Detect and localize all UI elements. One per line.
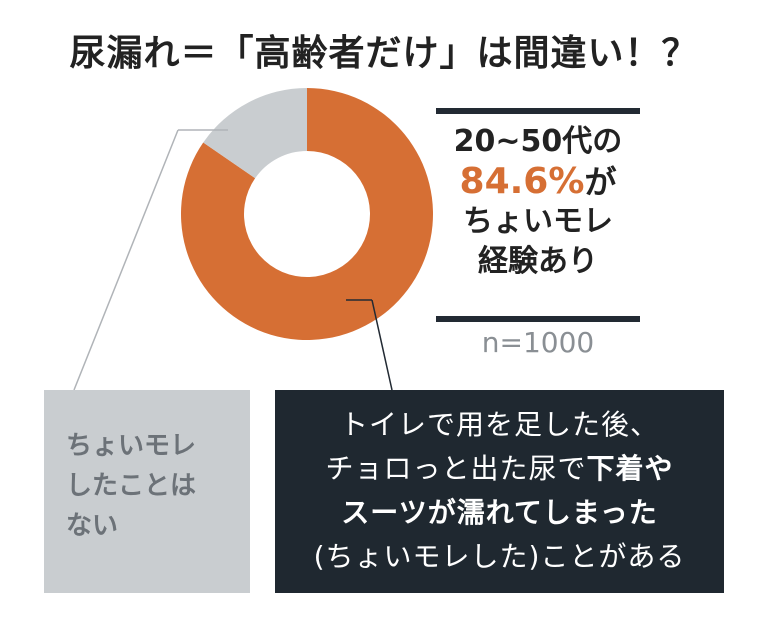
callout-experienced: トイレで用を足した後、 チョロっと出た尿で下着や スーツが濡れてしまった (ちょ…	[275, 390, 724, 593]
donut-slices	[181, 88, 433, 340]
donut-slice-yes	[181, 88, 433, 340]
callout-no-experience: ちょいモレ したことは ない	[44, 390, 250, 593]
page-title: 尿漏れ＝「高齢者だけ」は間違い！？	[69, 33, 699, 74]
stat-age-range: 20~50代の	[453, 124, 623, 159]
callout-dark-line1: トイレで用を足した後、	[339, 408, 659, 441]
stat-percent-suffix: が	[584, 163, 617, 201]
callout-gray-line2: したことは	[66, 471, 197, 501]
sample-size: n=1000	[481, 326, 595, 359]
callout-gray-line3: ない	[66, 511, 119, 541]
stat-term: ちょいモレ	[463, 204, 613, 239]
leader-line-yes-down	[371, 299, 393, 391]
callout-gray-line1: ちょいモレ	[66, 431, 197, 461]
callout-dark-line3: スーツが濡れてしまった	[275, 491, 724, 535]
callout-dark-line2: チョロっと出た尿で下着や	[275, 447, 724, 491]
stat-percent-line: 84.6%が	[436, 162, 640, 202]
callout-dark-line3-bold: スーツが濡れてしまった	[341, 496, 658, 529]
leader-line-no-down	[73, 129, 179, 391]
callout-dark-line2-bold: 下着や	[586, 452, 674, 485]
stat-box: 20~50代の 84.6%が ちょいモレ 経験あり	[436, 108, 640, 322]
stat-experience: 経験あり	[478, 244, 598, 279]
callout-dark-line2-normal: チョロっと出た尿で	[325, 452, 587, 485]
stat-percent: 84.6%	[459, 161, 585, 202]
donut-slice-no	[203, 88, 307, 179]
callout-dark-line4: (ちょいモレした)ことがある	[313, 540, 686, 573]
